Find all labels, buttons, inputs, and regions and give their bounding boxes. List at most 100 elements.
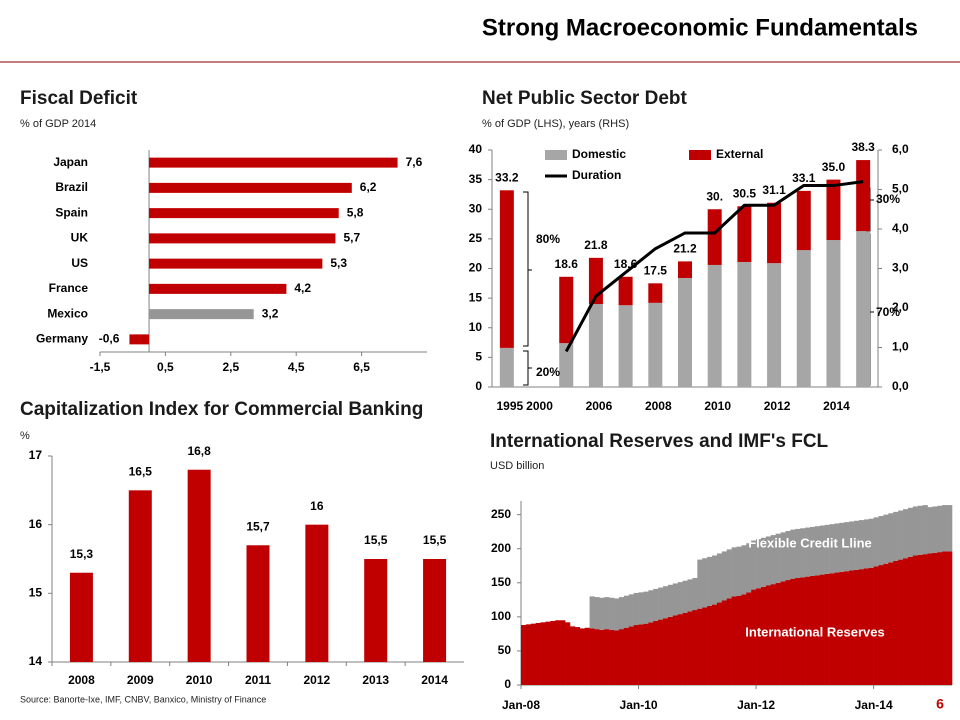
column-segment [609, 629, 615, 685]
annotation: 80% [536, 232, 560, 246]
y-tick-label: 16 [29, 517, 43, 531]
total-label: 35.0 [822, 160, 846, 174]
column-segment [677, 582, 683, 615]
bar-segment [559, 276, 574, 344]
column-segment [525, 624, 532, 685]
column-segment [790, 529, 796, 579]
column-segment [555, 620, 561, 685]
column-segment [741, 545, 747, 595]
column-segment [658, 619, 664, 685]
y2-tick-label: 0,0 [892, 379, 909, 393]
column-segment [922, 505, 928, 555]
bar-segment [648, 283, 663, 303]
legend-label: Domestic [572, 147, 626, 161]
chart-title: Capitalization Index for Commercial Bank… [20, 399, 423, 420]
column-segment [540, 622, 546, 685]
column-segment [736, 546, 742, 596]
column-segment [633, 625, 639, 685]
column-segment [569, 626, 576, 685]
bar-segment [767, 202, 782, 264]
value-label: 4,2 [294, 281, 311, 295]
column-segment [643, 591, 649, 624]
column-segment [863, 519, 870, 569]
bar [149, 258, 323, 269]
category-label: Spain [55, 205, 88, 219]
column-segment [599, 597, 605, 630]
column-segment [893, 511, 899, 561]
column-segment [633, 593, 639, 626]
column-segment [903, 558, 909, 685]
column-segment [530, 623, 536, 685]
column-segment [873, 566, 879, 685]
column-segment [834, 572, 840, 685]
column-segment [883, 514, 889, 564]
bar-segment [826, 179, 841, 241]
x-tick-label: 2008 [645, 399, 672, 413]
bar-segment [678, 277, 692, 387]
total-label: 30.5 [733, 186, 757, 200]
y-tick-label: 150 [491, 575, 511, 589]
bar-segment [856, 231, 871, 387]
value-label: -0,6 [99, 332, 120, 346]
series-label: International Reserves [745, 624, 884, 639]
y-tick-label: 100 [491, 609, 511, 623]
column-segment [667, 616, 674, 685]
y-tick-label: 25 [469, 231, 483, 245]
bar-segment [678, 261, 692, 278]
bar-segment [648, 302, 663, 387]
bar-segment [826, 240, 841, 387]
column-segment [736, 595, 742, 685]
column-segment [932, 506, 938, 553]
column-segment [672, 583, 679, 616]
column-segment [809, 526, 816, 576]
column-segment [618, 597, 625, 630]
column-segment [653, 588, 659, 621]
y-tick-label: 250 [491, 507, 511, 521]
y2-tick-label: 5,0 [892, 182, 909, 196]
column-segment [667, 584, 674, 617]
x-tick-label: Jan-10 [620, 698, 658, 712]
total-label: 31.1 [762, 183, 786, 197]
column-segment [937, 505, 943, 553]
column-segment [937, 552, 943, 685]
column-segment [638, 624, 644, 685]
x-tick-label: 2010 [704, 399, 731, 413]
column-segment [545, 621, 551, 685]
category-label: Germany [36, 332, 88, 346]
x-tick-label: 2009 [127, 673, 154, 687]
bracket [523, 350, 532, 386]
column-segment [819, 525, 825, 575]
bar [128, 490, 152, 662]
bar [149, 208, 339, 219]
column-segment [770, 584, 776, 685]
column-segment [863, 568, 870, 685]
column-segment [800, 577, 806, 685]
total-label: 17.5 [644, 263, 668, 277]
column-segment [839, 522, 845, 572]
column-segment [834, 523, 840, 573]
x-tick-label: 2014 [421, 673, 448, 687]
column-segment [565, 622, 571, 685]
total-label: 18.6 [555, 257, 579, 271]
column-segment [550, 620, 556, 685]
column-segment [805, 576, 811, 685]
value-label: 16,8 [187, 444, 211, 458]
column-segment [672, 615, 679, 685]
column-segment [868, 518, 874, 568]
bar [149, 157, 398, 168]
value-label: 15,7 [246, 519, 270, 533]
bar [187, 469, 211, 662]
column-segment [888, 513, 894, 563]
column-segment [614, 598, 620, 631]
column-segment [858, 569, 865, 685]
column-segment [775, 582, 781, 685]
column-segment [697, 608, 703, 685]
column-segment [682, 580, 688, 613]
column-segment [716, 553, 723, 603]
value-label: 15,3 [70, 547, 94, 561]
bar [246, 545, 270, 662]
y-tick-label: 14 [29, 654, 43, 668]
x-tick-label: -1,5 [90, 360, 111, 374]
column-segment [917, 505, 923, 555]
column-segment [663, 618, 669, 685]
